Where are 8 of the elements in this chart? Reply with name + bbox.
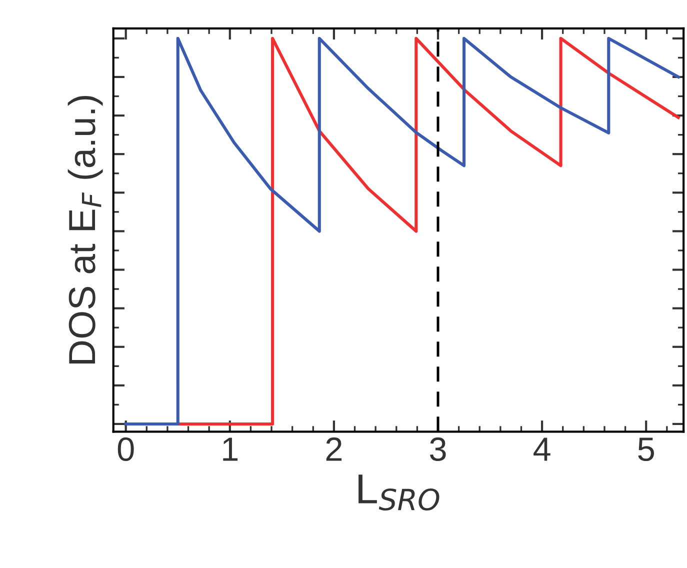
- x-axis-title: L$_{SRO}$: [358, 474, 440, 511]
- x-tick-label: 3: [430, 437, 446, 462]
- y-axis-title: DOS at E$_{F}$ (a.u.): [68, 96, 103, 364]
- x-tick-label: 2: [326, 437, 342, 461]
- x-tick-label: 1: [223, 438, 238, 461]
- x-tick-label: 5: [638, 438, 654, 462]
- x-tick-label: 4: [534, 438, 550, 461]
- x-tick-label: 0: [118, 437, 134, 462]
